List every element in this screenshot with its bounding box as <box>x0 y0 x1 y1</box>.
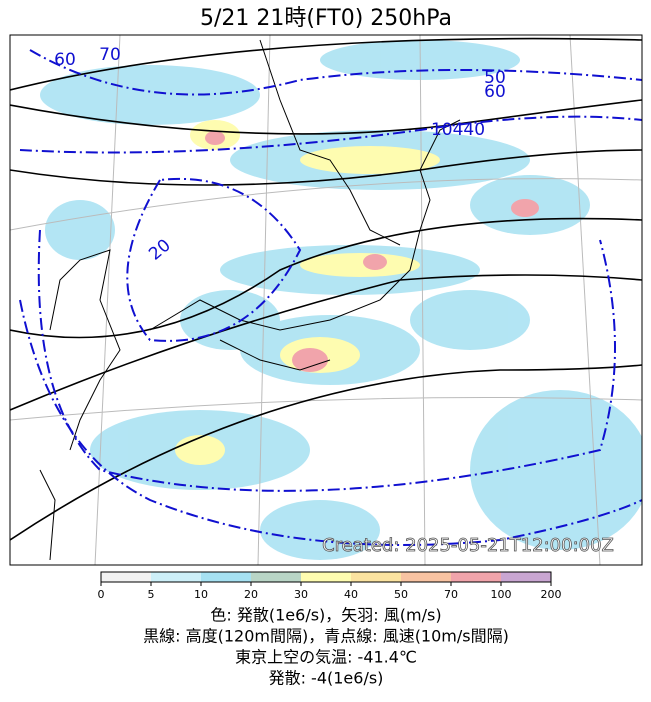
colorbar-segment <box>351 572 401 582</box>
contour-label: 50 <box>484 68 506 88</box>
contour-label: 10440 <box>431 120 485 140</box>
title: 5/21 21時(FT0) 250hPa <box>200 6 452 31</box>
colorbar-tick-label: 30 <box>294 588 308 601</box>
colorbar-segment <box>101 572 151 582</box>
colorbar-tick-label: 100 <box>491 588 512 601</box>
contour-label: 60 <box>54 50 76 70</box>
captions: 色: 発散(1e6/s)，矢羽: 風(m/s) 黒線: 高度(120m間隔)，青点… <box>143 606 509 688</box>
contour-label: 70 <box>99 45 121 65</box>
colorbar-tick-label: 5 <box>148 588 155 601</box>
map-area <box>10 35 642 565</box>
colorbar-segment <box>251 572 301 582</box>
colorbar-tick-label: 200 <box>541 588 562 601</box>
colorbar-tick-label: 20 <box>244 588 258 601</box>
colorbar-segment <box>201 572 251 582</box>
contour-label: 60 <box>484 82 506 102</box>
caption: 黒線: 高度(120m間隔)，青点線: 風速(10m/s間隔) <box>143 627 509 646</box>
colorbar-tick-label: 10 <box>194 588 208 601</box>
colorbar-tick-label: 0 <box>98 588 105 601</box>
colorbar-frame <box>100 571 552 583</box>
created-label: Created: 2025-05-21T12:00:00Z <box>322 535 614 556</box>
colorbar-tick-label: 70 <box>444 588 458 601</box>
colorbar-segment <box>451 572 501 582</box>
colorbar-tick-label: 50 <box>394 588 408 601</box>
caption: 色: 発散(1e6/s)，矢羽: 風(m/s) <box>210 606 441 625</box>
colorbar-segment <box>301 572 351 582</box>
colorbar-segment <box>401 572 451 582</box>
caption: 東京上空の気温: -41.4℃ <box>235 648 417 667</box>
colorbar-segment <box>501 572 551 582</box>
colorbar-tick-label: 40 <box>344 588 358 601</box>
colorbar-segment <box>151 572 201 582</box>
map-frame <box>9 34 643 566</box>
caption: 発散: -4(1e6/s) <box>269 669 384 688</box>
colorbar: 0 5 10 20 30 40 50 70 100 200 <box>98 571 562 601</box>
